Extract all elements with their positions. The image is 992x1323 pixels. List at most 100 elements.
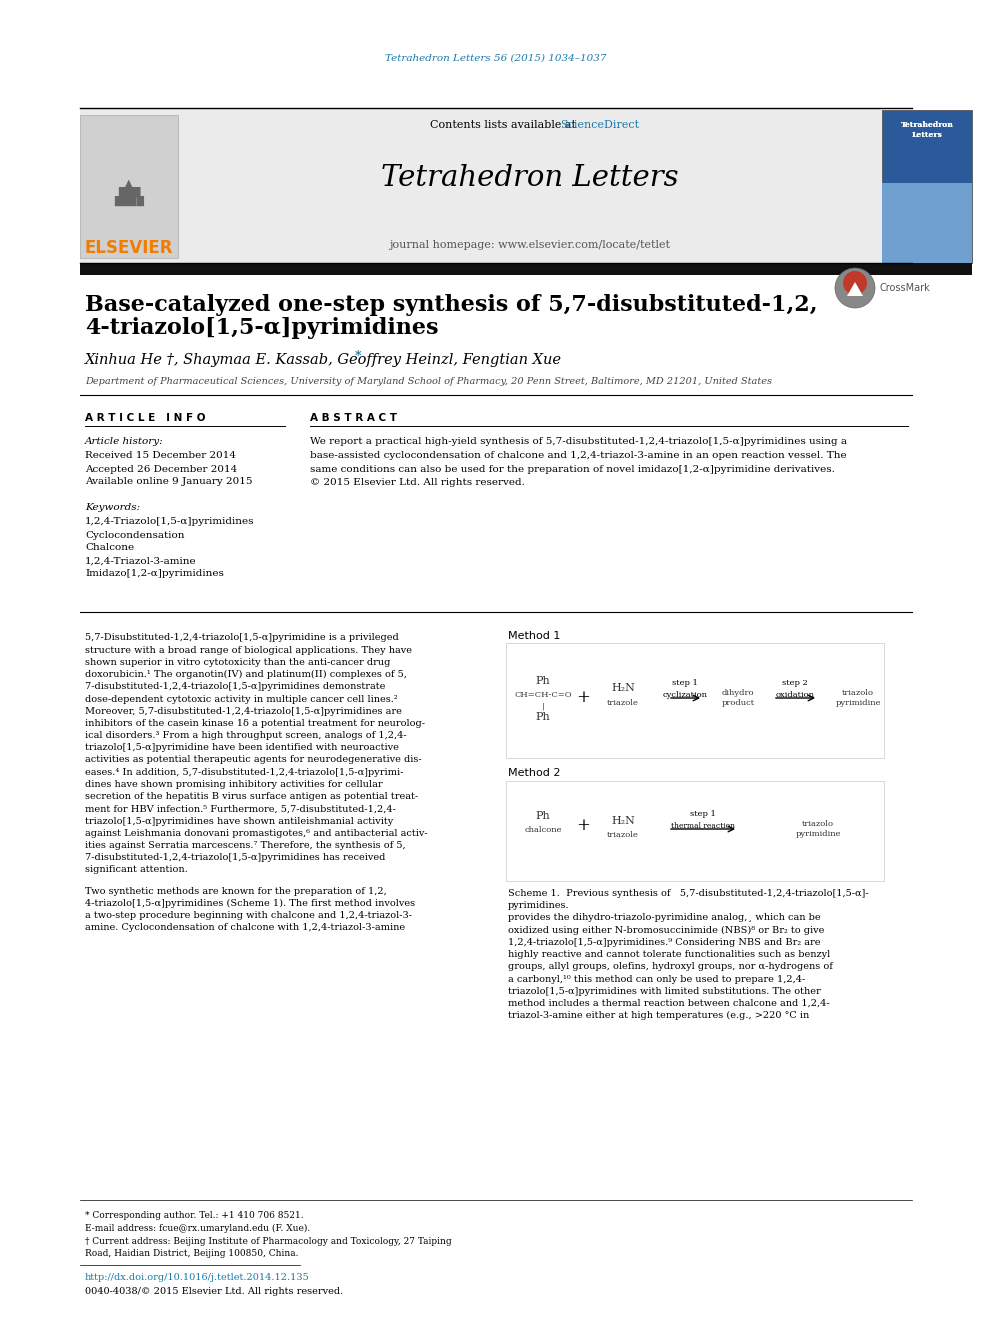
Text: H₂N: H₂N [611,683,635,693]
Text: ical disorders.³ From a high throughput screen, analogs of 1,2,4-: ical disorders.³ From a high throughput … [85,732,407,740]
Text: provides the dihydro-triazolo-pyrimidine analog,¸ which can be: provides the dihydro-triazolo-pyrimidine… [508,913,820,922]
FancyBboxPatch shape [80,263,972,275]
Text: * Corresponding author. Tel.: +1 410 706 8521.: * Corresponding author. Tel.: +1 410 706… [85,1211,304,1220]
Text: Imidazo[1,2-α]pyrimidines: Imidazo[1,2-α]pyrimidines [85,569,224,578]
Text: step 1: step 1 [672,679,698,687]
Text: cyclization: cyclization [663,691,707,699]
Text: +: + [576,689,590,706]
Text: significant attention.: significant attention. [85,865,187,875]
Text: triazolo[1,5-α]pyrimidines have shown antileishmanial activity: triazolo[1,5-α]pyrimidines have shown an… [85,816,393,826]
FancyBboxPatch shape [80,115,178,258]
Text: dihydro
product: dihydro product [721,689,755,706]
Text: E-mail address: fcue@rx.umaryland.edu (F. Xue).: E-mail address: fcue@rx.umaryland.edu (F… [85,1224,310,1233]
Text: a carbonyl,¹⁰ this method can only be used to prepare 1,2,4-: a carbonyl,¹⁰ this method can only be us… [508,975,806,983]
Text: Department of Pharmaceutical Sciences, University of Maryland School of Pharmacy: Department of Pharmaceutical Sciences, U… [85,377,772,385]
Text: Available online 9 January 2015: Available online 9 January 2015 [85,478,253,487]
Text: Scheme 1.  Previous synthesis of   5,7-disubstituted-1,2,4-triazolo[1,5-α]-: Scheme 1. Previous synthesis of 5,7-disu… [508,889,869,897]
FancyBboxPatch shape [80,108,882,263]
Text: dines have shown promising inhibitory activities for cellular: dines have shown promising inhibitory ac… [85,779,383,789]
Text: Moreover, 5,7-disubstituted-1,2,4-triazolo[1,5-α]pyrimidines are: Moreover, 5,7-disubstituted-1,2,4-triazo… [85,706,402,716]
Text: H₂N: H₂N [611,816,635,826]
Text: same conditions can also be used for the preparation of novel imidazo[1,2-α]pyri: same conditions can also be used for the… [310,464,835,474]
Text: *: * [355,351,361,364]
Text: against Leishmania donovani promastigotes,⁶ and antibacterial activ-: against Leishmania donovani promastigote… [85,828,428,837]
Text: CrossMark: CrossMark [880,283,930,292]
Text: A R T I C L E   I N F O: A R T I C L E I N F O [85,413,205,423]
Text: † Current address: Beijing Institute of Pharmacology and Toxicology, 27 Taiping: † Current address: Beijing Institute of … [85,1237,451,1245]
Text: ities against Serratia marcescens.⁷ Therefore, the synthesis of 5,: ities against Serratia marcescens.⁷ Ther… [85,841,406,849]
Text: Tetrahedron Letters 56 (2015) 1034–1037: Tetrahedron Letters 56 (2015) 1034–1037 [385,53,607,62]
Text: groups, allyl groups, olefins, hydroxyl groups, nor α-hydrogens of: groups, allyl groups, olefins, hydroxyl … [508,962,833,971]
Text: eases.⁴ In addition, 5,7-disubstituted-1,2,4-triazolo[1,5-α]pyrimi-: eases.⁴ In addition, 5,7-disubstituted-1… [85,767,404,777]
Text: activities as potential therapeutic agents for neurodegenerative dis-: activities as potential therapeutic agen… [85,755,422,765]
Text: doxorubicin.¹ The organotin(IV) and platinum(II) complexes of 5,: doxorubicin.¹ The organotin(IV) and plat… [85,669,407,679]
Text: A B S T R A C T: A B S T R A C T [310,413,397,423]
Polygon shape [847,282,863,296]
Text: triazolo[1,5-α]pyrimidines with limited substitutions. The other: triazolo[1,5-α]pyrimidines with limited … [508,987,820,996]
Text: © 2015 Elsevier Ltd. All rights reserved.: © 2015 Elsevier Ltd. All rights reserved… [310,478,525,487]
Text: dose-dependent cytotoxic activity in multiple cancer cell lines.²: dose-dependent cytotoxic activity in mul… [85,695,398,704]
Text: journal homepage: www.elsevier.com/locate/tetlet: journal homepage: www.elsevier.com/locat… [390,239,671,250]
Text: Xinhua He †, Shaymaa E. Kassab, Geoffrey Heinzl, Fengtian Xue: Xinhua He †, Shaymaa E. Kassab, Geoffrey… [85,353,562,366]
Text: Tetrahedron
Letters: Tetrahedron Letters [901,122,953,139]
Text: http://dx.doi.org/10.1016/j.tetlet.2014.12.135: http://dx.doi.org/10.1016/j.tetlet.2014.… [85,1274,310,1282]
Text: 4-triazolo[1,5-α]pyrimidines: 4-triazolo[1,5-α]pyrimidines [85,318,438,339]
Text: Keywords:: Keywords: [85,504,140,512]
Text: Accepted 26 December 2014: Accepted 26 December 2014 [85,464,237,474]
Text: Two synthetic methods are known for the preparation of 1,2,: Two synthetic methods are known for the … [85,886,387,896]
Text: Received 15 December 2014: Received 15 December 2014 [85,451,236,460]
Text: triazol-3-amine either at high temperatures (e.g., >220 °C in: triazol-3-amine either at high temperatu… [508,1011,809,1020]
Text: ScienceDirect: ScienceDirect [560,120,639,130]
FancyBboxPatch shape [506,781,884,881]
Text: |: | [542,703,545,710]
FancyBboxPatch shape [882,183,972,263]
Text: step 1: step 1 [690,810,716,818]
Text: oxidized using either N-bromosuccinimide (NBS)⁸ or Br₂ to give: oxidized using either N-bromosuccinimide… [508,926,824,935]
Text: highly reactive and cannot tolerate functionalities such as benzyl: highly reactive and cannot tolerate func… [508,950,830,959]
Text: Tetrahedron
Letters: Tetrahedron Letters [901,122,953,139]
Text: Article history:: Article history: [85,438,164,446]
Text: chalcone: chalcone [524,826,561,833]
Text: triazolo
pyrimidine: triazolo pyrimidine [835,689,881,706]
Text: triazole: triazole [607,699,639,706]
Text: Cyclocondensation: Cyclocondensation [85,531,185,540]
Text: a two-step procedure beginning with chalcone and 1,2,4-triazol-3-: a two-step procedure beginning with chal… [85,912,412,919]
Text: Ph: Ph [536,712,551,722]
Text: Road, Haidian District, Beijing 100850, China.: Road, Haidian District, Beijing 100850, … [85,1249,299,1257]
Text: ▲
███
████: ▲ ███ ████ [114,177,144,206]
Text: 1,2,4-Triazolo[1,5-α]pyrimidines: 1,2,4-Triazolo[1,5-α]pyrimidines [85,517,255,527]
Text: triazolo
pyrimidine: triazolo pyrimidine [796,820,841,837]
Text: We report a practical high-yield synthesis of 5,7-disubstituted-1,2,4-triazolo[1: We report a practical high-yield synthes… [310,438,847,446]
Text: method includes a thermal reaction between chalcone and 1,2,4-: method includes a thermal reaction betwe… [508,999,829,1008]
Text: 1,2,4-triazolo[1,5-α]pyrimidines.⁹ Considering NBS and Br₂ are: 1,2,4-triazolo[1,5-α]pyrimidines.⁹ Consi… [508,938,820,947]
Text: 0040-4038/© 2015 Elsevier Ltd. All rights reserved.: 0040-4038/© 2015 Elsevier Ltd. All right… [85,1287,343,1297]
Text: inhibitors of the casein kinase 1δ a potential treatment for neurolog-: inhibitors of the casein kinase 1δ a pot… [85,718,425,728]
Text: Method 1: Method 1 [508,631,560,642]
FancyBboxPatch shape [882,110,972,263]
Text: shown superior in vitro cytotoxicity than the anti-cancer drug: shown superior in vitro cytotoxicity tha… [85,658,391,667]
Text: triazole: triazole [607,831,639,839]
Text: thermal reaction: thermal reaction [671,822,735,830]
Text: triazolo[1,5-α]pyrimidine have been identified with neuroactive: triazolo[1,5-α]pyrimidine have been iden… [85,744,399,753]
Text: amine. Cyclocondensation of chalcone with 1,2,4-triazol-3-amine: amine. Cyclocondensation of chalcone wit… [85,923,405,933]
Circle shape [843,271,867,295]
Text: ment for HBV infection.⁵ Furthermore, 5,7-disubstituted-1,2,4-: ment for HBV infection.⁵ Furthermore, 5,… [85,804,396,814]
Text: 5,7-Disubstituted-1,2,4-triazolo[1,5-α]pyrimidine is a privileged: 5,7-Disubstituted-1,2,4-triazolo[1,5-α]p… [85,634,399,643]
Text: Ph: Ph [536,676,551,687]
Text: oxidation: oxidation [776,691,814,699]
Text: +: + [576,818,590,835]
Text: 7-disubstituted-1,2,4-triazolo[1,5-α]pyrimidines demonstrate: 7-disubstituted-1,2,4-triazolo[1,5-α]pyr… [85,683,385,692]
Text: base-assisted cyclocondensation of chalcone and 1,2,4-triazol-3-amine in an open: base-assisted cyclocondensation of chalc… [310,451,846,460]
Text: 4-triazolo[1,5-α]pyrimidines (Scheme 1). The first method involves: 4-triazolo[1,5-α]pyrimidines (Scheme 1).… [85,898,415,908]
Text: secretion of the hepatitis B virus surface antigen as potential treat-: secretion of the hepatitis B virus surfa… [85,792,418,802]
Text: Contents lists available at: Contents lists available at [430,120,579,130]
Text: structure with a broad range of biological applications. They have: structure with a broad range of biologic… [85,646,412,655]
Text: Chalcone: Chalcone [85,544,134,553]
Circle shape [835,269,875,308]
Text: CH=CH-C=O: CH=CH-C=O [514,691,571,699]
FancyBboxPatch shape [506,643,884,758]
Text: Ph: Ph [536,811,551,822]
Text: Base-catalyzed one-step synthesis of 5,7-disubstituted-1,2,: Base-catalyzed one-step synthesis of 5,7… [85,294,817,316]
Text: pyrimidines.: pyrimidines. [508,901,569,909]
Text: step 2: step 2 [782,679,807,687]
